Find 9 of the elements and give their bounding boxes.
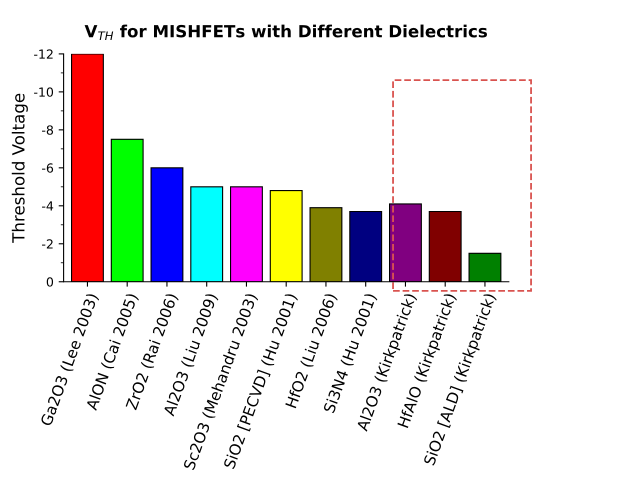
y-tick-label: -12 xyxy=(34,49,53,59)
y-tick-label: -10 xyxy=(34,87,54,97)
chart-title: V$_{TH}$ for MISHFETs with Different Dielectrics xyxy=(84,24,487,40)
y-tick-label: 0 xyxy=(46,277,54,287)
y-tick-label: -4 xyxy=(42,201,54,211)
y-axis-title: Threshold Voltage xyxy=(12,94,28,243)
y-tick-label: -6 xyxy=(42,163,54,173)
y-tick-label: -2 xyxy=(42,239,53,249)
y-tick-label: -8 xyxy=(42,125,54,135)
